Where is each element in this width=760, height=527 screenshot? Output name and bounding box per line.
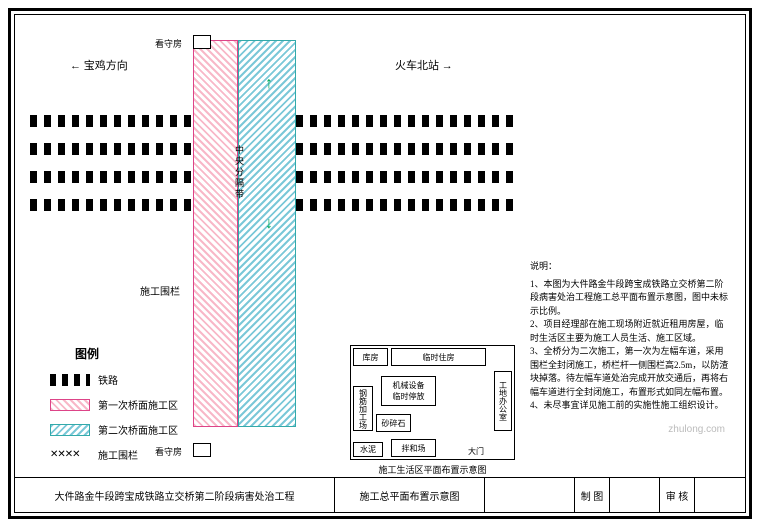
zone2-icon [50, 424, 90, 436]
mixing: 拌和场 [391, 439, 436, 457]
steel-yard: 钢筋加工场 [353, 386, 373, 431]
construction-zone-2 [238, 40, 296, 427]
guard-house [193, 443, 211, 457]
guard-house [193, 35, 211, 49]
fence-icon: ✕✕✕✕ [50, 449, 90, 461]
fence-label: 施工围栏 [140, 283, 180, 298]
notes-title: 说明： [530, 260, 730, 274]
legend-row-railway: 铁路 [50, 372, 180, 387]
sand: 砂碎石 [376, 414, 411, 432]
warehouse: 库房 [353, 348, 388, 366]
title-bar: 大件路金牛段跨宝成铁路立交桥第二阶段病害处治工程 施工总平面布置示意图 制 图 … [15, 477, 745, 512]
note-3: 3、全桥分为二次施工，第一次为左幅车道，采用围栏全封闭施工，桥栏杆一侧围栏高2.… [530, 345, 730, 399]
site-caption: 施工生活区平面布置示意图 [350, 463, 515, 476]
railway-track [30, 171, 193, 183]
drawn-value [610, 478, 660, 512]
guard-label: 看守房 [155, 37, 182, 50]
legend-row-zone1: 第一次桥面施工区 [50, 397, 180, 412]
main-diagram: 中央分隔带 ↑ ↓ ← 宝鸡方向 火车北站 → 看守房 看守房 施工围栏 图例 … [15, 15, 745, 477]
outer-frame: 中央分隔带 ↑ ↓ ← 宝鸡方向 火车北站 → 看守房 看守房 施工围栏 图例 … [8, 8, 752, 519]
railway-icon [50, 374, 90, 386]
checked-label: 审 核 [660, 478, 695, 512]
note-2: 2、项目经理部在施工现场附近就近租用房屋，临时生活区主要为施工人员生活、施工区域… [530, 318, 730, 345]
notes: 说明： 1、本图为大件路金牛段跨宝成铁路立交桥第二阶段病害处治工程施工总平面布置… [530, 260, 730, 413]
drawn-label: 制 图 [575, 478, 610, 512]
direction-right: 火车北站 → [395, 57, 453, 73]
site-plan: 库房 临时住房 机械设备 临时停放 工地办公室 钢筋加工场 砂碎石 水泥 拌和场… [350, 345, 515, 460]
arrow-down-icon: ↓ [265, 215, 273, 233]
railway-track [30, 143, 193, 155]
project-title: 大件路金牛段跨宝成铁路立交桥第二阶段病害处治工程 [15, 478, 335, 512]
dormitory: 临时住房 [391, 348, 486, 366]
legend-row-zone2: 第二次桥面施工区 [50, 422, 180, 437]
arrow-up-icon: ↑ [265, 75, 273, 93]
railway-track [296, 171, 516, 183]
direction-left: ← 宝鸡方向 [70, 57, 128, 73]
railway-track [296, 199, 516, 211]
office: 工地办公室 [494, 371, 512, 431]
checked-value [695, 478, 745, 512]
legend-row-fence: ✕✕✕✕ 施工围栏 [50, 447, 180, 462]
legend-title: 图例 [75, 345, 180, 362]
railway-track [30, 199, 193, 211]
gate: 大门 [468, 446, 484, 457]
equipment: 机械设备 临时停放 [381, 376, 436, 406]
legend: 图例 铁路 第一次桥面施工区 第二次桥面施工区 ✕✕✕✕ 施工围栏 [50, 345, 180, 472]
construction-zone-1 [193, 40, 238, 427]
note-4: 4、未尽事宜详见施工前的实施性施工组织设计。 [530, 399, 730, 413]
divider-label: 中央分隔带 [233, 145, 246, 200]
note-1: 1、本图为大件路金牛段跨宝成铁路立交桥第二阶段病害处治工程施工总平面布置示意图，… [530, 278, 730, 319]
inner-frame: 中央分隔带 ↑ ↓ ← 宝鸡方向 火车北站 → 看守房 看守房 施工围栏 图例 … [14, 14, 746, 513]
cement: 水泥 [353, 442, 383, 457]
railway-track [296, 143, 516, 155]
spacer [485, 478, 575, 512]
drawing-title: 施工总平面布置示意图 [335, 478, 485, 512]
watermark: zhulong.com [668, 424, 725, 435]
railway-track [296, 115, 516, 127]
railway-track [30, 115, 193, 127]
zone1-icon [50, 399, 90, 411]
